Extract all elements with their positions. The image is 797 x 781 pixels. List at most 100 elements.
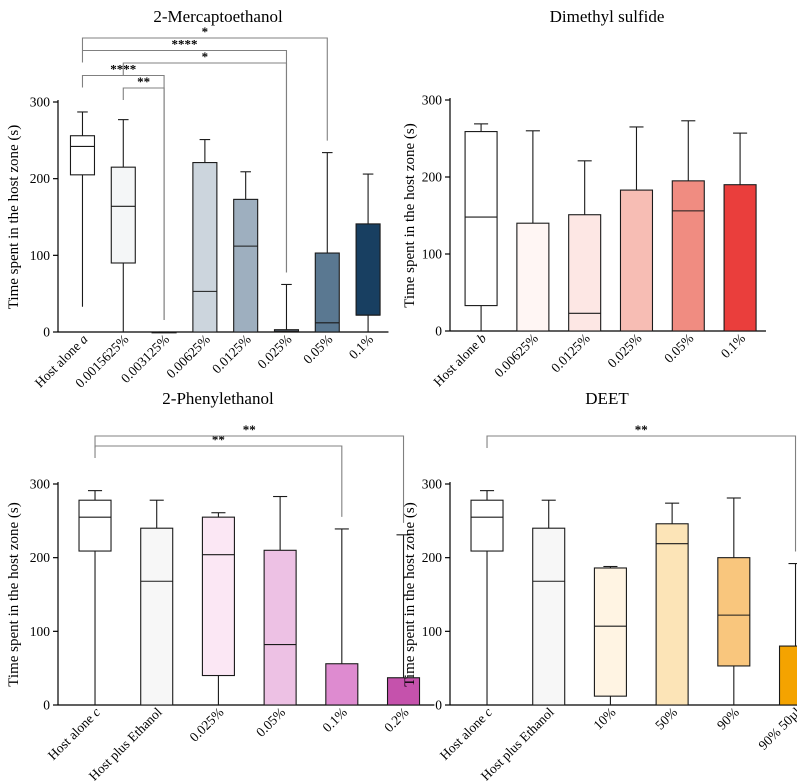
y-tick-label: 0 xyxy=(43,325,50,340)
significance-label: ** xyxy=(137,74,150,89)
category-name: 0.1% xyxy=(346,332,376,362)
chart-title: 2-Phenylethanol xyxy=(162,389,274,408)
x-category-label: 0.025% xyxy=(187,705,227,745)
chart-title: Dimethyl sulfide xyxy=(550,7,665,26)
significance-bracket: ** xyxy=(94,432,343,517)
chart-panel-4: DEET Time spent in the host zone (s) 0 100 2… xyxy=(402,389,797,781)
significance-bracket: * xyxy=(81,24,328,141)
x-category-label: 0.00625% xyxy=(491,331,541,381)
bracket-line xyxy=(81,37,328,141)
significance-bracket: **** xyxy=(81,37,288,273)
y-tick-label: 300 xyxy=(30,95,51,110)
y-tick-label: 100 xyxy=(422,247,443,262)
box-iqr xyxy=(110,166,136,264)
box-plot-3 xyxy=(568,160,602,332)
box-plot-2 xyxy=(516,130,550,332)
category-name: Host alone xyxy=(430,338,482,390)
y-tick-label: 300 xyxy=(422,93,443,108)
x-category-label: 0.00625% xyxy=(163,332,213,382)
box-iqr xyxy=(201,516,235,677)
y-tick-label: 300 xyxy=(30,477,51,492)
x-category-label: 0.1% xyxy=(319,705,349,735)
box-plot-5 xyxy=(671,120,705,332)
y-tick-label: 200 xyxy=(422,550,443,565)
category-name: 0.05% xyxy=(300,332,335,367)
significance-label: ** xyxy=(635,422,648,437)
category-name: 90% 50µl xyxy=(755,704,797,752)
category-name: 0.025% xyxy=(187,705,227,745)
box-iqr xyxy=(717,557,751,667)
box-iqr xyxy=(619,189,654,332)
box-plot-2 xyxy=(140,499,174,706)
y-tick-label: 200 xyxy=(30,550,51,565)
box-plot-6 xyxy=(723,132,757,332)
box-iqr xyxy=(69,135,96,176)
box-plot-3 xyxy=(201,512,235,705)
box-plot-3 xyxy=(151,331,177,334)
x-category-label: 0.05% xyxy=(253,705,288,740)
x-category-label: 90% xyxy=(714,705,742,733)
category-name: 0.00625% xyxy=(491,331,541,381)
box-iqr xyxy=(778,645,797,706)
y-tick-label: 300 xyxy=(422,477,443,492)
box-iqr xyxy=(723,184,757,332)
category-name: 0.0125% xyxy=(548,331,593,376)
box-plot-6 xyxy=(273,283,300,333)
category-name: Host alone xyxy=(437,711,489,763)
box-iqr xyxy=(355,223,381,316)
box-plot-1 xyxy=(69,111,96,307)
chart-title: DEET xyxy=(585,389,629,408)
bracket-line xyxy=(81,49,288,273)
chart-panel-1: 2-Mercaptoethanol Time spent in the host … xyxy=(6,7,389,391)
box-iqr xyxy=(516,222,550,332)
box-plot-5 xyxy=(325,528,359,706)
box-plot-2 xyxy=(532,499,566,706)
box-iqr xyxy=(325,663,359,706)
x-category-label: 0.025% xyxy=(605,331,645,371)
box-plot-1 xyxy=(470,490,504,705)
box-iqr xyxy=(464,131,498,307)
x-category-label: 0.2% xyxy=(381,705,411,735)
x-category-label: 0.05% xyxy=(661,331,696,366)
box-iqr xyxy=(140,527,174,706)
category-name: 50% xyxy=(652,705,680,733)
y-tick-label: 0 xyxy=(435,698,442,713)
bracket-line xyxy=(94,435,405,523)
box-plot-1 xyxy=(78,490,112,705)
significance-label: ** xyxy=(243,422,256,437)
box-plot-4 xyxy=(619,126,654,332)
x-category-label: 10% xyxy=(590,705,618,733)
category-name: 0.1% xyxy=(319,705,349,735)
box-iqr xyxy=(671,180,705,332)
y-tick-label: 200 xyxy=(422,170,443,185)
x-category-label: 0.025% xyxy=(255,332,295,372)
category-name: 90% xyxy=(714,705,742,733)
box-plot-1 xyxy=(464,123,498,331)
category-name: Host alone xyxy=(45,711,97,763)
category-name: 0.2% xyxy=(381,705,411,735)
category-name: 0.0125% xyxy=(209,332,254,377)
box-plot-4 xyxy=(192,139,218,333)
x-category-label: 50% xyxy=(652,705,680,733)
significance-label: ** xyxy=(212,432,225,447)
significance-label: **** xyxy=(171,37,197,52)
box-iqr xyxy=(192,162,218,333)
box-plot-5 xyxy=(717,497,751,705)
box-plot-3 xyxy=(593,565,627,705)
bracket-line xyxy=(94,445,343,517)
y-tick-label: 200 xyxy=(30,171,51,186)
y-tick-label: 100 xyxy=(30,624,51,639)
x-category-label: Host alone c xyxy=(437,705,495,763)
box-plot-6 xyxy=(386,534,421,706)
box-iqr xyxy=(470,499,504,552)
bracket-line xyxy=(486,435,797,552)
category-name: 0.00625% xyxy=(163,332,213,382)
box-plot-7 xyxy=(314,152,340,333)
box-iqr xyxy=(568,214,602,332)
y-axis-label: Time spent in the host zone (s) xyxy=(6,502,22,686)
x-category-label: Host alone c xyxy=(45,705,103,763)
significance-bracket: ** xyxy=(94,422,405,523)
chart-panel-3: 2-Phenylethanol Time spent in the host zo… xyxy=(6,389,435,781)
box-iqr xyxy=(532,527,566,706)
x-category-label: 90% 50µl xyxy=(755,704,797,752)
